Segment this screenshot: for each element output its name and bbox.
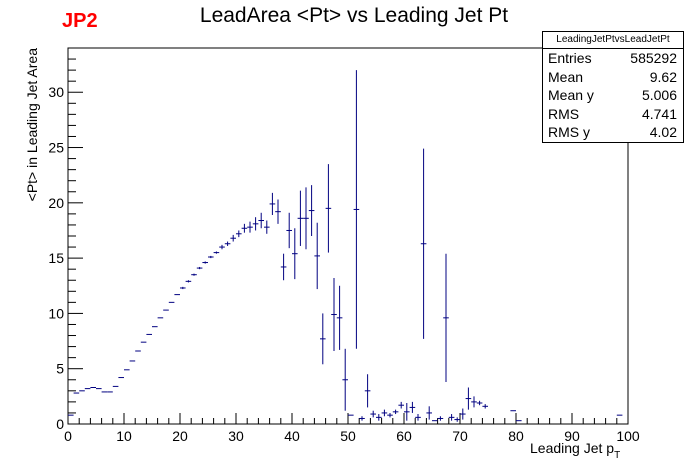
data-point bbox=[448, 414, 455, 421]
stats-row: RMS 4.741 bbox=[543, 105, 683, 124]
stats-label: Mean bbox=[548, 68, 584, 85]
x-axis-label: Leading Jet pT bbox=[530, 440, 620, 461]
data-point bbox=[420, 148, 427, 339]
stats-value: 4.02 bbox=[649, 124, 677, 140]
x-axis: 0 10 20 30 40 50 60 70 80 90 100 bbox=[64, 413, 640, 444]
data-point bbox=[415, 414, 421, 421]
data-point bbox=[476, 400, 483, 406]
data-point bbox=[398, 401, 404, 409]
data-point bbox=[297, 190, 304, 246]
data-point bbox=[465, 387, 472, 410]
data-point bbox=[286, 212, 292, 249]
y-tick-label: 20 bbox=[48, 195, 64, 211]
data-point bbox=[236, 230, 242, 238]
data-point bbox=[230, 234, 236, 242]
y-tick-label: 30 bbox=[48, 84, 64, 100]
data-point bbox=[185, 280, 192, 283]
data-point bbox=[331, 278, 337, 352]
stats-value: 5.006 bbox=[641, 87, 677, 103]
data-point bbox=[224, 241, 231, 246]
data-point bbox=[247, 221, 253, 233]
stats-value: 585292 bbox=[630, 50, 677, 66]
x-tick-label: 60 bbox=[396, 428, 412, 444]
data-point bbox=[454, 417, 460, 422]
data-point bbox=[252, 217, 259, 231]
stats-row: Mean y 5.006 bbox=[543, 86, 683, 105]
data-point bbox=[353, 70, 360, 349]
data-point bbox=[264, 220, 270, 234]
data-point bbox=[269, 192, 276, 215]
stats-box: LeadingJetPtvsLeadJetPt Entries 585292 Mea… bbox=[542, 31, 684, 143]
data-point bbox=[342, 348, 348, 411]
y-tick-label: 10 bbox=[48, 305, 64, 321]
data-point bbox=[292, 228, 298, 280]
stats-label: RMS bbox=[548, 105, 580, 122]
y-tick-label: 0 bbox=[56, 416, 64, 432]
stats-row: RMS y 4.02 bbox=[543, 123, 683, 142]
data-point bbox=[280, 253, 287, 281]
x-tick-label: 70 bbox=[452, 428, 468, 444]
x-tick-label: 30 bbox=[228, 428, 244, 444]
chart-title: LeadArea <Pt> vs Leading Jet Pt bbox=[200, 4, 508, 27]
data-point bbox=[404, 402, 410, 421]
stats-value: 9.62 bbox=[649, 68, 677, 85]
stats-value: 4.741 bbox=[641, 105, 677, 122]
data-points bbox=[68, 70, 623, 422]
data-point bbox=[196, 266, 203, 270]
data-point bbox=[314, 222, 320, 290]
stats-row: Entries 585292 bbox=[543, 49, 683, 68]
data-point bbox=[241, 223, 248, 233]
x-tick-label: 20 bbox=[172, 428, 188, 444]
stats-label: Mean y bbox=[548, 87, 594, 103]
data-point bbox=[202, 261, 208, 264]
x-tick-label: 90 bbox=[564, 428, 580, 444]
x-tick-label: 100 bbox=[616, 428, 640, 444]
x-tick-label: 10 bbox=[116, 428, 132, 444]
x-tick-label: 0 bbox=[64, 428, 72, 444]
x-tick-label: 50 bbox=[340, 428, 356, 444]
data-point bbox=[437, 416, 444, 421]
data-point bbox=[303, 187, 309, 250]
data-point bbox=[219, 244, 225, 250]
data-point bbox=[392, 409, 399, 415]
y-tick-label: 15 bbox=[48, 250, 64, 266]
data-point bbox=[443, 253, 449, 382]
data-point bbox=[308, 185, 315, 236]
stats-label: RMS y bbox=[548, 124, 590, 140]
data-point bbox=[213, 251, 220, 254]
x-tick-label: 80 bbox=[508, 428, 524, 444]
data-point bbox=[426, 406, 432, 420]
data-point bbox=[381, 409, 388, 417]
y-axis: 0 5 10 15 20 25 30 bbox=[48, 47, 83, 432]
data-point bbox=[364, 374, 371, 408]
data-point bbox=[409, 401, 416, 413]
data-point bbox=[180, 286, 186, 290]
data-point bbox=[471, 396, 477, 408]
data-point bbox=[370, 410, 376, 418]
y-tick-label: 25 bbox=[48, 140, 64, 156]
jp2-tag: JP2 bbox=[62, 10, 98, 32]
data-point bbox=[482, 404, 488, 409]
data-point bbox=[325, 164, 332, 253]
stats-label: Entries bbox=[548, 50, 592, 66]
y-tick-label: 5 bbox=[56, 361, 64, 377]
data-point bbox=[191, 273, 197, 276]
data-point bbox=[258, 212, 264, 229]
data-point bbox=[320, 313, 326, 365]
stats-row: Mean 9.62 bbox=[543, 68, 683, 87]
data-point bbox=[359, 416, 365, 421]
data-point bbox=[376, 414, 382, 421]
x-tick-label: 40 bbox=[284, 428, 300, 444]
stats-box-title: LeadingJetPtvsLeadJetPt bbox=[543, 32, 683, 49]
data-point bbox=[275, 199, 281, 224]
data-point bbox=[208, 255, 214, 259]
data-point bbox=[336, 285, 343, 350]
data-point bbox=[387, 412, 393, 418]
y-axis-label: <Pt> in Leading Jet Area bbox=[24, 48, 40, 202]
data-point bbox=[460, 408, 466, 420]
stats-rows: Entries 585292 Mean 9.62 Mean y 5.006 RMS 4.741… bbox=[543, 49, 683, 142]
